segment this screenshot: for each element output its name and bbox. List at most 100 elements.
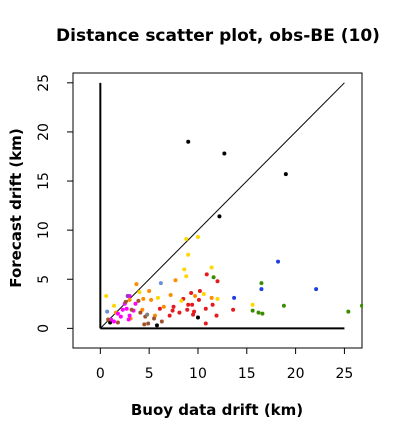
data-point [250, 302, 255, 307]
y-tick-label: 25 [36, 74, 52, 92]
data-point [217, 214, 222, 219]
data-point [125, 293, 130, 298]
chart-title: Distance scatter plot, obs-BE (10) [56, 26, 380, 46]
data-point [209, 295, 214, 300]
data-point [231, 307, 236, 312]
data-point [146, 321, 151, 326]
data-point [157, 306, 162, 311]
data-point [120, 307, 125, 312]
data-point [210, 302, 215, 307]
data-point [346, 309, 351, 314]
one-to-one-line [99, 82, 345, 329]
data-point [104, 293, 109, 298]
data-point [159, 319, 164, 324]
data-point [250, 308, 255, 313]
data-point [256, 310, 261, 315]
data-point [133, 301, 138, 306]
x-tick-label: 25 [336, 366, 354, 382]
x-tick-label: 15 [238, 366, 256, 382]
data-point [201, 291, 206, 296]
data-point [215, 279, 220, 284]
data-point [145, 312, 150, 317]
data-point [109, 317, 114, 322]
data-point [281, 303, 286, 308]
data-point [283, 172, 288, 177]
data-point [204, 272, 209, 277]
data-point [186, 302, 191, 307]
data-point [124, 306, 129, 311]
data-point [170, 308, 175, 313]
data-point [232, 295, 237, 300]
data-point [105, 309, 110, 314]
data-point [106, 317, 111, 322]
data-point [314, 287, 319, 292]
data-point [259, 287, 264, 292]
data-point [137, 290, 142, 295]
data-point [195, 315, 200, 320]
y-tick-label: 5 [36, 275, 52, 284]
data-point [360, 303, 363, 308]
data-point [184, 274, 189, 279]
x-tick-label: 0 [96, 366, 105, 382]
plot-frame [72, 72, 363, 349]
data-point [222, 151, 227, 156]
data-point [161, 304, 166, 309]
data-point [123, 299, 128, 304]
data-point [152, 316, 157, 321]
y-tick-label: 10 [36, 221, 52, 239]
data-point [182, 267, 187, 272]
data-point [158, 281, 163, 286]
data-point [126, 317, 131, 322]
data-point [115, 311, 120, 316]
data-point [142, 322, 147, 327]
data-point [190, 302, 195, 307]
data-point [141, 296, 146, 301]
data-point [196, 297, 201, 302]
data-point [129, 307, 134, 312]
data-point [184, 236, 189, 241]
data-point [171, 304, 176, 309]
data-point [115, 320, 120, 325]
data-point [167, 313, 172, 318]
data-point [260, 311, 265, 316]
x-tick-label: 20 [287, 366, 305, 382]
data-point [177, 310, 182, 315]
data-point [127, 313, 132, 318]
x-axis-label: Buoy data drift (km) [130, 401, 304, 419]
data-point [155, 295, 160, 300]
data-point [209, 265, 214, 270]
data-point [154, 323, 159, 328]
data-point [186, 139, 191, 144]
x-tick-label: 10 [189, 366, 207, 382]
data-point [149, 297, 154, 302]
data-point [203, 321, 208, 326]
data-point [147, 289, 152, 294]
data-point [112, 303, 117, 308]
x-tick-label: 5 [145, 366, 154, 382]
data-point [203, 306, 208, 311]
y-tick-label: 20 [36, 123, 52, 141]
data-point [118, 314, 123, 319]
data-point [179, 298, 184, 303]
data-point [197, 289, 202, 294]
data-point [185, 307, 190, 312]
data-point [138, 310, 143, 315]
data-point [189, 291, 194, 295]
data-point [134, 282, 139, 287]
y-tick-label: 15 [36, 172, 52, 190]
data-point [193, 293, 198, 298]
data-point [259, 281, 264, 286]
data-point [186, 252, 191, 257]
data-point [112, 319, 117, 324]
data-point [276, 259, 281, 264]
y-tick-label: 0 [36, 324, 52, 333]
data-point [192, 309, 197, 314]
data-point [173, 278, 178, 283]
data-point [215, 296, 220, 301]
data-point [195, 235, 200, 240]
data-point [214, 313, 219, 318]
data-point [168, 292, 173, 297]
data-point [140, 307, 145, 312]
